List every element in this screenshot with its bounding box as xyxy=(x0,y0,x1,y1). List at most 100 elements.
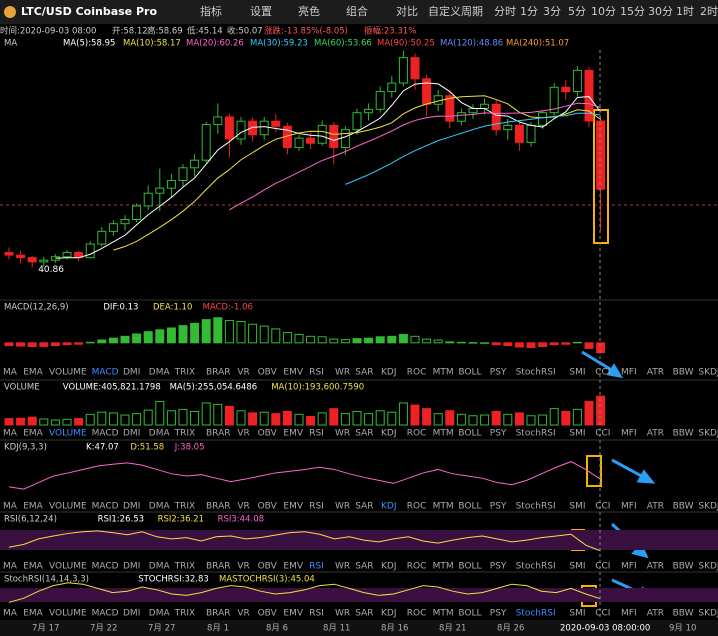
indicator-tab[interactable]: MACD xyxy=(92,609,119,619)
indicator-tab[interactable]: ROC xyxy=(407,429,427,439)
indicator-tab[interactable]: EMA xyxy=(23,429,43,439)
indicator-tab[interactable]: SKDJ xyxy=(698,429,718,439)
indicator-tab[interactable]: BOLL xyxy=(458,502,481,512)
indicator-tab[interactable]: MTM xyxy=(433,429,454,439)
indicator-tab[interactable]: VOLUME xyxy=(49,562,87,572)
indicator-tab[interactable]: TRIX xyxy=(174,609,196,619)
indicator-tab[interactable]: MFI xyxy=(621,609,637,619)
custom-period[interactable]: 自定义周期 xyxy=(428,4,483,18)
indicator-tab[interactable]: VR xyxy=(237,368,249,378)
period[interactable]: 3分 xyxy=(543,5,561,18)
indicator-tab[interactable]: SAR xyxy=(355,429,373,439)
indicator-tab[interactable]: ROC xyxy=(407,609,427,619)
indicator-tab[interactable]: SMI xyxy=(569,429,585,439)
indicator-tab[interactable]: WR xyxy=(335,562,350,572)
indicator-tab[interactable]: KDJ xyxy=(381,429,397,439)
indicator-tab[interactable]: SMI xyxy=(569,609,585,619)
indicator-tab[interactable]: TRIX xyxy=(174,429,196,439)
indicator-tab[interactable]: DMI xyxy=(123,429,140,439)
indicator-tab[interactable]: EMV xyxy=(283,502,303,512)
indicator-tab[interactable]: BBW xyxy=(673,368,694,378)
indicator-tab[interactable]: RSI xyxy=(309,429,324,439)
indicator-tab[interactable]: TRIX xyxy=(174,502,196,512)
indicator-tab[interactable]: EMA xyxy=(23,562,43,572)
indicator-tab[interactable]: EMV xyxy=(283,609,303,619)
indicator-tab[interactable]: CCI xyxy=(595,429,610,439)
indicator-tab[interactable]: StochRSI xyxy=(516,502,556,512)
menu-item[interactable]: 组合 xyxy=(346,4,368,18)
indicator-tab[interactable]: EMA xyxy=(23,502,43,512)
indicator-tab[interactable]: PSY xyxy=(490,502,507,512)
indicator-tab[interactable]: OBV xyxy=(258,368,278,378)
indicator-tab[interactable]: BOLL xyxy=(458,562,481,572)
indicator-tab[interactable]: OBV xyxy=(258,562,278,572)
indicator-tab[interactable]: MTM xyxy=(433,502,454,512)
indicator-tab[interactable]: VOLUME xyxy=(49,609,87,619)
indicator-tab[interactable]: KDJ xyxy=(381,562,397,572)
indicator-tab[interactable]: EMA xyxy=(23,609,43,619)
indicator-tab[interactable]: SMI xyxy=(569,502,585,512)
indicator-tab[interactable]: DMA xyxy=(149,368,171,378)
indicator-tab[interactable]: ATR xyxy=(647,502,664,512)
indicator-tab[interactable]: SKDJ xyxy=(698,368,718,378)
indicator-tab[interactable]: VR xyxy=(237,502,249,512)
indicator-tab[interactable]: BRAR xyxy=(206,562,230,572)
period[interactable]: 2时 xyxy=(700,5,718,18)
indicator-tab[interactable]: ATR xyxy=(647,609,664,619)
indicator-tab[interactable]: WR xyxy=(335,368,350,378)
indicator-tab[interactable]: MACD xyxy=(92,368,119,378)
indicator-tab[interactable]: KDJ xyxy=(381,368,397,378)
menu-item[interactable]: 指标 xyxy=(200,4,222,18)
indicator-tab[interactable]: VOLUME xyxy=(49,368,87,378)
indicator-tab[interactable]: DMI xyxy=(123,609,140,619)
indicator-tab[interactable]: StochRSI xyxy=(516,609,556,619)
indicator-tab[interactable]: EMV xyxy=(283,429,303,439)
indicator-tab[interactable]: SAR xyxy=(355,502,373,512)
indicator-tab[interactable]: MFI xyxy=(621,368,637,378)
indicator-tab[interactable]: WR xyxy=(335,609,350,619)
indicator-tab[interactable]: ROC xyxy=(407,562,427,572)
indicator-tab[interactable]: SKDJ xyxy=(698,609,718,619)
indicator-tab[interactable]: DMI xyxy=(123,502,140,512)
indicator-tab[interactable]: BBW xyxy=(673,429,694,439)
indicator-tab[interactable]: SMI xyxy=(569,368,585,378)
indicator-tab[interactable]: BBW xyxy=(673,502,694,512)
indicator-tab[interactable]: BOLL xyxy=(458,609,481,619)
indicator-tab[interactable]: RSI xyxy=(309,562,324,572)
period[interactable]: 15分 xyxy=(620,5,645,18)
indicator-tab[interactable]: ROC xyxy=(407,368,427,378)
indicator-tab[interactable]: PSY xyxy=(490,429,507,439)
indicator-tab[interactable]: RSI xyxy=(309,368,324,378)
indicator-tab[interactable]: DMA xyxy=(149,502,171,512)
indicator-tab[interactable]: VR xyxy=(237,609,249,619)
indicator-tab[interactable]: BBW xyxy=(673,609,694,619)
indicator-tab[interactable]: StochRSI xyxy=(516,562,556,572)
indicator-tab[interactable]: MFI xyxy=(621,502,637,512)
indicator-tab[interactable]: PSY xyxy=(490,368,507,378)
indicator-tab[interactable]: StochRSI xyxy=(516,368,556,378)
indicator-tab[interactable]: MACD xyxy=(92,562,119,572)
indicator-tab[interactable]: KDJ xyxy=(381,502,397,512)
indicator-tab[interactable]: DMA xyxy=(149,609,171,619)
indicator-tab[interactable]: ATR xyxy=(647,368,664,378)
period[interactable]: 分时 xyxy=(494,5,516,18)
indicator-tab[interactable]: MA xyxy=(3,502,18,512)
indicator-tab[interactable]: TRIX xyxy=(174,562,196,572)
indicator-tab[interactable]: MA xyxy=(3,368,18,378)
indicator-tab[interactable]: DMI xyxy=(123,368,140,378)
indicator-tab[interactable]: BRAR xyxy=(206,609,230,619)
indicator-tab[interactable]: BRAR xyxy=(206,429,230,439)
indicator-tab[interactable]: EMV xyxy=(283,368,303,378)
indicator-tab[interactable]: ROC xyxy=(407,502,427,512)
indicator-tab[interactable]: VOLUME xyxy=(49,502,87,512)
indicator-tab[interactable]: RSI xyxy=(309,502,324,512)
indicator-tab[interactable]: MA xyxy=(3,609,18,619)
indicator-tab[interactable]: ATR xyxy=(647,429,664,439)
indicator-tab[interactable]: SMI xyxy=(569,562,585,572)
indicator-tab[interactable]: OBV xyxy=(258,502,278,512)
indicator-tab[interactable]: SKDJ xyxy=(698,502,718,512)
indicator-tab[interactable]: SKDJ xyxy=(698,562,718,572)
indicator-tab[interactable]: VOLUME xyxy=(49,429,87,439)
menu-item[interactable]: 亮色 xyxy=(298,4,320,18)
indicator-tab[interactable]: PSY xyxy=(490,609,507,619)
